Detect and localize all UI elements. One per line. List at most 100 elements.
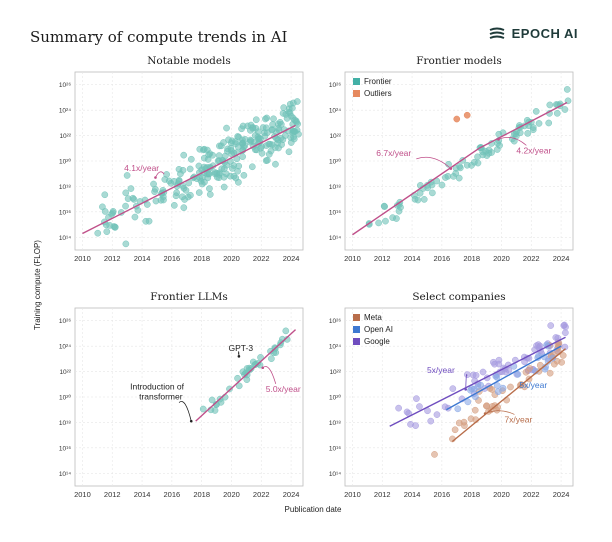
legend-label: Google xyxy=(364,337,390,346)
y-tick-label: 10²⁶ xyxy=(59,82,71,89)
annotation-label: Introduction of xyxy=(130,381,185,391)
data-point-frontier xyxy=(468,161,475,169)
y-tick-label: 10²⁴ xyxy=(59,108,71,115)
data-point-llms xyxy=(199,405,207,413)
data-point-notable xyxy=(232,174,240,182)
data-point-google xyxy=(463,371,471,378)
y-tick-label: 10²⁴ xyxy=(329,108,341,115)
data-point-notable xyxy=(252,116,260,124)
data-point-notable xyxy=(239,153,246,161)
data-point-google xyxy=(505,366,513,374)
data-point-llms xyxy=(243,376,251,383)
data-point-notable xyxy=(205,151,212,159)
y-tick-label: 10¹⁸ xyxy=(59,420,71,427)
data-point-google xyxy=(395,404,402,412)
data-point-notable xyxy=(187,155,195,163)
data-point-notable xyxy=(127,185,135,192)
x-tick-label: 2024 xyxy=(553,490,570,499)
x-tick-label: 2012 xyxy=(104,254,121,263)
x-tick-label: 2022 xyxy=(253,490,270,499)
annotation-label: 7x/year xyxy=(504,414,532,424)
data-point-frontier xyxy=(452,164,460,172)
trend-line xyxy=(445,345,562,411)
y-tick-label: 10²⁰ xyxy=(59,158,71,166)
data-point-frontier xyxy=(553,109,561,117)
data-point-notable xyxy=(234,133,242,140)
legend-label: Open AI xyxy=(364,325,393,334)
data-point-notable xyxy=(234,167,241,175)
data-point-notable xyxy=(179,166,187,174)
data-point-notable xyxy=(264,156,271,164)
data-point-notable xyxy=(122,189,130,197)
x-tick-label: 2024 xyxy=(553,254,570,263)
x-tick-label: 2016 xyxy=(164,254,181,263)
data-point-frontier xyxy=(474,159,482,167)
x-tick-label: 2022 xyxy=(253,254,270,263)
y-tick-label: 10²² xyxy=(329,133,341,140)
x-tick-label: 2010 xyxy=(344,490,361,499)
data-point-notable xyxy=(283,115,291,122)
y-tick-label: 10¹⁴ xyxy=(59,471,71,478)
annotation-arrowhead xyxy=(189,419,193,423)
legend-label: Frontier xyxy=(364,77,392,86)
data-point-google xyxy=(562,329,569,337)
data-point-notable xyxy=(101,191,109,199)
data-point-llms xyxy=(239,368,247,376)
x-tick-label: 2012 xyxy=(374,254,391,263)
annotation-arrow xyxy=(178,401,192,422)
annotation-label: 5x/year xyxy=(519,380,547,390)
data-point-notable xyxy=(248,163,256,171)
data-point-google xyxy=(561,343,569,351)
data-point-notable xyxy=(263,114,271,122)
data-point-google xyxy=(491,360,498,368)
data-point-notable xyxy=(220,183,228,191)
legend-swatch xyxy=(353,78,360,85)
data-point-frontier xyxy=(535,120,543,127)
y-tick-label: 10²⁴ xyxy=(59,344,71,351)
data-point-notable xyxy=(220,139,227,146)
data-point-frontier xyxy=(563,86,571,93)
data-point-notable xyxy=(270,115,277,123)
x-tick-label: 2012 xyxy=(104,490,121,499)
data-point-notable xyxy=(109,208,117,215)
data-point-notable xyxy=(103,228,111,235)
data-point-frontier xyxy=(420,196,428,203)
x-tick-label: 2010 xyxy=(74,490,91,499)
trend-line xyxy=(195,329,297,422)
data-point-meta xyxy=(483,402,491,410)
annotation-arrow xyxy=(498,137,527,146)
panel-notable-models: Notable models 2010 2012 2014 2016 2018 2020 20… xyxy=(59,55,304,263)
x-tick-label: 2016 xyxy=(434,254,451,263)
panel-frontier-models: Frontier models 2010 2012 2014 2016 2018 2020 2… xyxy=(329,55,574,263)
y-tick-label: 10¹⁶ xyxy=(59,445,71,452)
data-point-notable xyxy=(229,165,236,172)
data-point-open-ai xyxy=(499,384,507,392)
data-point-notable xyxy=(196,174,204,182)
data-point-meta xyxy=(546,369,554,377)
y-tick-label: 10¹⁴ xyxy=(59,235,71,242)
y-tick-label: 10²⁴ xyxy=(329,344,341,351)
annotation-arrowhead xyxy=(154,176,157,179)
data-point-notable xyxy=(195,189,203,196)
data-point-google xyxy=(427,417,435,425)
data-point-google xyxy=(560,322,568,329)
data-point-notable xyxy=(163,171,170,178)
y-axis-label: Training compute (FLOP) xyxy=(33,240,42,330)
data-point-notable xyxy=(286,109,294,117)
x-tick-label: 2014 xyxy=(134,254,151,263)
data-point-notable xyxy=(290,127,298,135)
data-point-frontier xyxy=(444,172,452,180)
annotation-arrow xyxy=(465,374,468,390)
data-point-llms xyxy=(257,354,264,361)
data-point-llms xyxy=(282,327,290,335)
data-point-notable xyxy=(181,196,188,203)
annotation-label: 6.7x/year xyxy=(376,148,411,158)
data-point-notable xyxy=(180,151,188,159)
data-point-notable xyxy=(285,148,293,156)
data-point-frontier xyxy=(375,219,382,227)
annotation-arrowhead xyxy=(483,412,487,415)
legend-swatch xyxy=(353,90,360,97)
data-point-frontier xyxy=(395,207,403,215)
data-point-google xyxy=(433,411,441,418)
data-point-notable xyxy=(143,201,151,208)
